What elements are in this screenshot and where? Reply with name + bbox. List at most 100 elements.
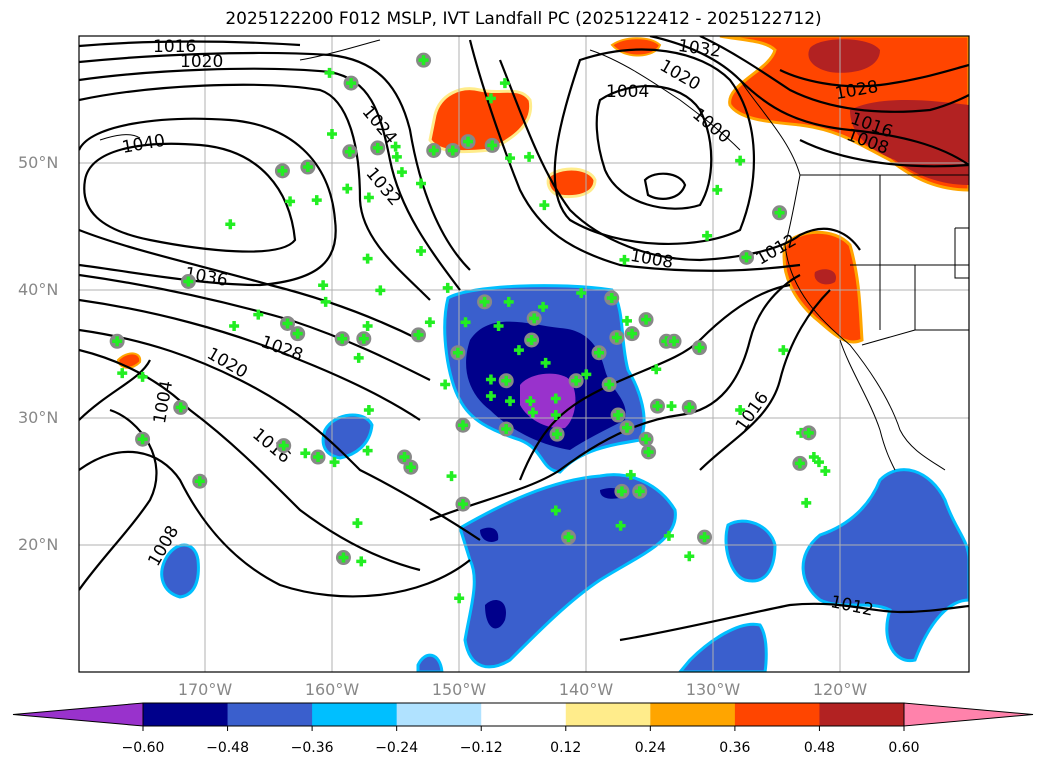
station-marker — [324, 67, 335, 78]
station-marker — [455, 417, 471, 433]
plus-icon — [666, 401, 677, 412]
station-marker — [650, 398, 665, 414]
lon-label: 130°W — [685, 680, 741, 699]
plus-icon — [801, 497, 812, 508]
station-marker — [561, 529, 576, 545]
plus-icon — [399, 452, 410, 463]
plus-icon — [285, 196, 296, 207]
station-marker — [225, 219, 236, 230]
plus-icon — [292, 328, 303, 339]
orange-region — [782, 230, 864, 344]
station-marker — [499, 78, 510, 89]
plus-icon — [424, 317, 435, 328]
plus-icon — [606, 293, 617, 304]
station-marker — [327, 128, 338, 139]
plus-icon — [613, 410, 624, 421]
plus-icon — [446, 471, 457, 482]
plus-icon — [505, 396, 516, 407]
plus-icon — [344, 146, 355, 157]
plus-icon — [440, 379, 451, 390]
plus-icon — [362, 253, 373, 264]
station-marker — [440, 379, 451, 390]
station-marker — [526, 310, 542, 326]
station-marker — [362, 321, 373, 332]
plus-icon — [611, 332, 622, 343]
plus-icon — [485, 374, 496, 385]
station-marker — [455, 496, 471, 512]
plus-icon — [375, 285, 386, 296]
plus-icon — [253, 309, 264, 320]
station-marker — [503, 296, 514, 307]
plus-icon — [539, 200, 550, 211]
colorbar-tick-label: −0.24 — [375, 740, 419, 756]
plus-icon — [485, 390, 496, 401]
plus-icon — [413, 329, 424, 340]
plus-icon — [813, 457, 824, 468]
plus-icon — [526, 335, 537, 346]
plus-icon — [669, 336, 680, 347]
station-marker — [684, 551, 695, 562]
station-marker — [735, 404, 746, 415]
plus-icon — [604, 379, 615, 390]
station-marker — [625, 469, 636, 480]
station-marker — [460, 317, 471, 328]
station-marker — [334, 331, 350, 347]
station-marker — [410, 327, 426, 343]
station-marker — [666, 401, 677, 412]
station-marker — [801, 497, 812, 508]
markers — [109, 52, 831, 604]
station-marker — [416, 245, 427, 256]
plus-icon — [416, 178, 427, 189]
plus-icon — [225, 219, 236, 230]
station-marker — [403, 459, 419, 475]
darkred-region — [814, 269, 836, 285]
plus-icon — [641, 314, 652, 325]
station-marker — [527, 407, 538, 418]
station-marker — [460, 134, 476, 150]
plus-icon — [463, 136, 474, 147]
plus-icon — [694, 342, 705, 353]
station-marker — [697, 529, 713, 545]
plus-icon — [405, 462, 416, 473]
station-marker — [363, 404, 374, 415]
colorbar-segment — [565, 703, 651, 726]
station-marker — [280, 315, 296, 331]
station-marker — [624, 326, 640, 342]
plus-icon — [550, 410, 561, 421]
station-marker — [702, 230, 713, 241]
station-marker — [180, 273, 196, 289]
plus-icon — [529, 313, 540, 324]
station-marker — [538, 301, 549, 312]
station-marker — [276, 438, 292, 454]
station-marker — [681, 399, 697, 415]
colorbar-segment — [396, 703, 482, 726]
colorbar-segment — [227, 703, 313, 726]
station-marker — [550, 410, 561, 421]
station-marker — [442, 282, 453, 293]
station-marker — [772, 205, 788, 221]
plus-icon — [808, 452, 819, 463]
plus-icon — [337, 333, 348, 344]
station-marker — [712, 184, 723, 195]
plus-icon — [137, 371, 148, 382]
station-marker — [505, 153, 516, 164]
station-marker — [485, 374, 496, 385]
station-marker — [454, 593, 465, 604]
colorbar-tick-label: 0.12 — [550, 740, 582, 756]
plus-icon — [501, 375, 512, 386]
colorbar-tick-label: 0.24 — [634, 740, 666, 756]
plus-icon — [447, 145, 458, 156]
plus-icon — [702, 230, 713, 241]
plus-icon — [342, 183, 353, 194]
plus-icon — [329, 457, 340, 468]
plus-icon — [684, 402, 695, 413]
station-marker — [426, 142, 442, 158]
station-marker — [311, 195, 322, 206]
plus-icon — [503, 296, 514, 307]
plus-icon — [338, 552, 349, 563]
station-marker — [375, 285, 386, 296]
chart-title: 2025122200 F012 MSLP, IVT Landfall PC (2… — [225, 9, 822, 29]
station-marker — [173, 399, 189, 415]
station-marker — [792, 455, 808, 471]
station-marker — [638, 431, 654, 447]
